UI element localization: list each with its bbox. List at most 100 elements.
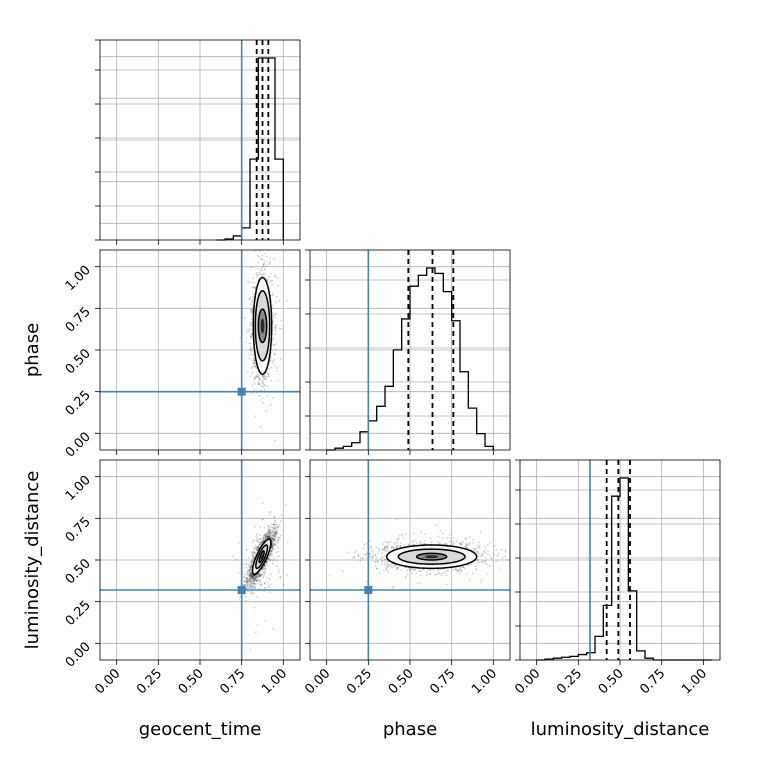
- sample-point: [264, 582, 266, 584]
- sample-point: [246, 563, 248, 565]
- sample-point: [455, 569, 457, 571]
- sample-point: [384, 555, 386, 557]
- sample-point: [515, 577, 517, 579]
- sample-point: [369, 556, 371, 558]
- sample-point: [260, 267, 262, 269]
- sample-point: [250, 588, 252, 590]
- sample-point: [362, 548, 364, 550]
- sample-point: [273, 344, 275, 346]
- sample-point: [256, 533, 258, 535]
- sample-point: [504, 556, 506, 558]
- sample-point: [362, 558, 364, 560]
- sample-point: [262, 383, 264, 385]
- sample-point: [254, 607, 256, 609]
- sample-point: [392, 587, 394, 589]
- sample-point: [253, 592, 255, 594]
- sample-point: [252, 583, 254, 585]
- sample-point: [265, 533, 267, 535]
- sample-point: [486, 573, 488, 575]
- sample-point: [464, 567, 466, 569]
- sample-point: [423, 569, 425, 571]
- sample-point: [247, 299, 249, 301]
- sample-point: [253, 389, 255, 391]
- sample-point: [400, 542, 402, 544]
- sample-point: [260, 258, 262, 260]
- sample-point: [254, 526, 256, 528]
- sample-point: [266, 535, 268, 537]
- sample-point: [272, 397, 274, 399]
- sample-point: [436, 574, 438, 576]
- sample-point: [261, 540, 263, 542]
- sample-point: [269, 263, 271, 265]
- sample-point: [400, 569, 402, 571]
- sample-point: [269, 578, 271, 580]
- sample-point: [378, 550, 380, 552]
- sample-point: [385, 568, 387, 570]
- sample-point: [270, 553, 272, 555]
- sample-point: [271, 553, 273, 555]
- sample-point: [256, 537, 258, 539]
- sample-point: [248, 358, 250, 360]
- sample-point: [437, 541, 439, 543]
- sample-point: [375, 554, 377, 556]
- sample-point: [273, 353, 275, 355]
- sample-point: [253, 539, 255, 541]
- sample-point: [275, 531, 277, 533]
- sample-point: [275, 343, 277, 345]
- sample-point: [248, 328, 250, 330]
- sample-point: [371, 549, 373, 551]
- sample-point: [259, 378, 261, 380]
- sample-point: [257, 576, 259, 578]
- sample-point: [259, 526, 261, 528]
- sample-point: [246, 582, 248, 584]
- sample-point: [252, 293, 254, 295]
- sample-point: [387, 561, 389, 563]
- sample-point: [248, 330, 250, 332]
- sample-point: [275, 313, 277, 315]
- sample-point: [248, 587, 250, 589]
- sample-point: [279, 537, 281, 539]
- sample-point: [279, 328, 281, 330]
- sample-point: [262, 577, 264, 579]
- sample-point: [465, 538, 467, 540]
- sample-point: [384, 546, 386, 548]
- sample-point: [396, 519, 398, 521]
- sample-point: [269, 257, 271, 259]
- sample-point: [420, 541, 422, 543]
- sample-point: [250, 303, 252, 305]
- sample-point: [256, 272, 258, 274]
- sample-point: [244, 317, 246, 319]
- sample-point: [259, 579, 261, 581]
- sample-point: [254, 282, 256, 284]
- xtick-label: 1.00: [469, 666, 500, 697]
- truth-marker: [238, 388, 246, 396]
- sample-point: [285, 504, 287, 506]
- sample-point: [265, 536, 267, 538]
- sample-point: [270, 536, 272, 538]
- sample-point: [380, 558, 382, 560]
- sample-point: [250, 325, 252, 327]
- sample-point: [403, 537, 405, 539]
- sample-point: [381, 551, 383, 553]
- sample-point: [254, 380, 256, 382]
- sample-point: [273, 338, 275, 340]
- sample-point: [462, 566, 464, 568]
- sample-point: [479, 561, 481, 563]
- sample-point: [476, 569, 478, 571]
- sample-point: [426, 572, 428, 574]
- sample-point: [275, 529, 277, 531]
- sample-point: [413, 533, 415, 535]
- sample-point: [270, 573, 272, 575]
- sample-point: [441, 572, 443, 574]
- sample-point: [257, 254, 259, 256]
- sample-point: [248, 570, 250, 572]
- sample-point: [381, 553, 383, 555]
- panel-phase-vs-phase: [305, 250, 510, 450]
- sample-point: [264, 272, 266, 274]
- sample-point: [266, 376, 268, 378]
- sample-point: [443, 568, 445, 570]
- sample-point: [381, 561, 383, 563]
- sample-point: [275, 329, 277, 331]
- sample-point: [246, 574, 248, 576]
- sample-point: [260, 571, 262, 573]
